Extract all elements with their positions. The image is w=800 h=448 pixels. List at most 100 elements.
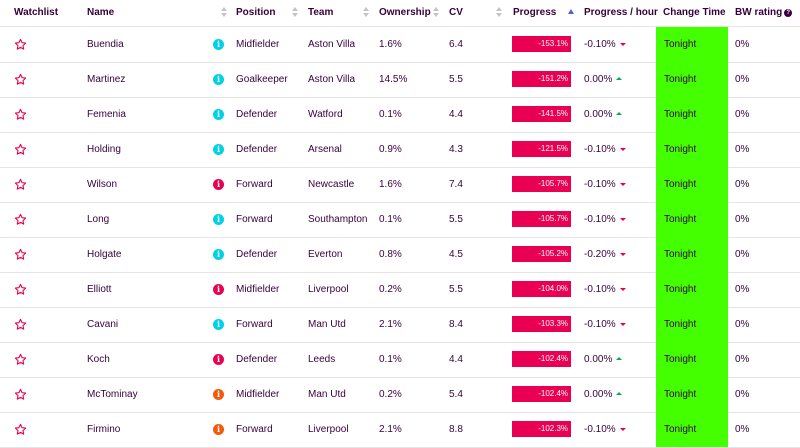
player-name[interactable]: Elliott: [87, 284, 112, 295]
header-change-time[interactable]: Change Time: [663, 7, 726, 18]
star-icon[interactable]: [14, 248, 27, 261]
player-name[interactable]: Cavani: [87, 319, 119, 330]
trend-down-icon: [619, 428, 626, 431]
trend-down-icon: [619, 218, 626, 221]
star-icon[interactable]: [14, 388, 27, 401]
sort-progress-active-icon[interactable]: [568, 9, 574, 14]
progress-bar: -102.4%: [512, 386, 571, 402]
player-team: Leeds: [308, 354, 336, 365]
table-row[interactable]: Cavani i Forward Man Utd 2.1% 8.4 -103.3% -0.10…: [0, 307, 800, 343]
player-name[interactable]: Buendia: [87, 39, 124, 50]
change-time: Tonight: [656, 202, 728, 237]
change-time: Tonight: [656, 167, 728, 202]
star-icon[interactable]: [14, 178, 27, 191]
info-icon[interactable]: i: [213, 74, 224, 85]
info-icon[interactable]: i: [213, 249, 224, 260]
sort-name-icon[interactable]: [221, 7, 227, 19]
info-icon[interactable]: i: [213, 39, 224, 50]
header-bw-rating[interactable]: BW rating?: [735, 0, 793, 26]
player-name[interactable]: Femenia: [87, 109, 126, 120]
player-name[interactable]: Wilson: [87, 179, 118, 190]
player-name[interactable]: Firmino: [87, 424, 121, 435]
info-icon[interactable]: i: [213, 214, 224, 225]
player-cv: 4.5: [449, 249, 463, 260]
progress-per-hour-value: -0.10%: [584, 424, 616, 435]
player-name[interactable]: Koch: [87, 354, 110, 365]
table-row[interactable]: Firmino i Forward Liverpool 2.1% 8.8 -102.3% -0…: [0, 412, 800, 448]
star-icon[interactable]: [14, 73, 27, 86]
sort-position-icon[interactable]: [292, 7, 298, 19]
player-name[interactable]: Holding: [87, 144, 121, 155]
header-cv[interactable]: CV: [449, 7, 463, 18]
player-position: Forward: [236, 214, 273, 225]
info-icon[interactable]: i: [213, 144, 224, 155]
star-icon[interactable]: [14, 353, 27, 366]
star-icon[interactable]: [14, 38, 27, 51]
bw-rating: 0%: [735, 109, 750, 120]
info-icon[interactable]: i: [213, 109, 224, 120]
info-icon[interactable]: i: [213, 319, 224, 330]
player-position: Forward: [236, 319, 273, 330]
player-name[interactable]: Holgate: [87, 249, 122, 260]
progress-per-hour: -0.10%: [584, 27, 626, 62]
table-row[interactable]: McTominay i Midfielder Man Utd 0.2% 5.4 -102.4…: [0, 377, 800, 413]
sort-cv-icon[interactable]: [496, 7, 502, 19]
info-icon[interactable]: i: [213, 389, 224, 400]
bw-rating: 0%: [735, 179, 750, 190]
table-row[interactable]: Holding i Defender Arsenal 0.9% 4.3 -121.5% -0.…: [0, 132, 800, 168]
player-ownership: 14.5%: [379, 74, 408, 85]
progress-per-hour-value: -0.10%: [584, 214, 616, 225]
table-row[interactable]: Elliott i Midfielder Liverpool 0.2% 5.5 -104.0…: [0, 272, 800, 308]
info-icon[interactable]: i: [213, 424, 224, 435]
trend-down-icon: [619, 183, 626, 186]
bw-rating: 0%: [735, 354, 750, 365]
progress-per-hour: -0.10%: [584, 272, 626, 307]
player-team: Liverpool: [308, 424, 349, 435]
table-row[interactable]: Koch i Defender Leeds 0.1% 4.4 -102.4% 0.00% Ton…: [0, 342, 800, 378]
progress-bar: -105.7%: [512, 211, 571, 227]
header-progress-hour[interactable]: Progress / hour: [584, 7, 658, 18]
table-row[interactable]: Martinez i Goalkeeper Aston Villa 14.5% 5.5 -1…: [0, 62, 800, 98]
change-time: Tonight: [656, 62, 728, 97]
player-name[interactable]: Long: [87, 214, 110, 225]
player-ownership: 0.1%: [379, 109, 402, 120]
table-row[interactable]: Long i Forward Southampton 0.1% 5.5 -105.7% -0.…: [0, 202, 800, 238]
header-team[interactable]: Team: [308, 7, 334, 18]
help-icon[interactable]: ?: [784, 9, 793, 17]
table-row[interactable]: Holgate i Defender Everton 0.8% 4.5 -105.2% -0.…: [0, 237, 800, 273]
trend-up-icon: [616, 392, 623, 395]
info-icon[interactable]: i: [213, 179, 224, 190]
player-position: Goalkeeper: [236, 74, 288, 85]
header-watchlist[interactable]: Watchlist: [14, 7, 59, 18]
header-position[interactable]: Position: [236, 7, 276, 18]
star-icon[interactable]: [14, 318, 27, 331]
bw-rating: 0%: [735, 389, 750, 400]
change-time: Tonight: [656, 272, 728, 307]
header-progress[interactable]: Progress: [513, 7, 557, 18]
header-ownership[interactable]: Ownership: [379, 7, 431, 18]
player-cv: 8.4: [449, 319, 463, 330]
info-icon[interactable]: i: [213, 354, 224, 365]
star-icon[interactable]: [14, 213, 27, 226]
star-icon[interactable]: [14, 423, 27, 436]
sort-ownership-icon[interactable]: [433, 7, 439, 19]
player-team: Man Utd: [308, 319, 346, 330]
star-icon[interactable]: [14, 283, 27, 296]
sort-team-icon[interactable]: [363, 7, 369, 19]
trend-up-icon: [616, 357, 623, 360]
player-name[interactable]: Martinez: [87, 74, 126, 85]
progress-per-hour-value: 0.00%: [584, 354, 613, 365]
trend-up-icon: [616, 77, 623, 80]
header-name[interactable]: Name: [87, 7, 115, 18]
star-icon[interactable]: [14, 143, 27, 156]
table-row[interactable]: Femenia i Defender Watford 0.1% 4.4 -141.5% 0.0…: [0, 97, 800, 133]
player-name[interactable]: McTominay: [87, 389, 138, 400]
progress-per-hour-value: 0.00%: [584, 109, 613, 120]
progress-bar: -102.3%: [512, 421, 571, 437]
change-time: Tonight: [656, 342, 728, 377]
table-row[interactable]: Wilson i Forward Newcastle 1.6% 7.4 -105.7% -0.…: [0, 167, 800, 203]
star-icon[interactable]: [14, 108, 27, 121]
change-time: Tonight: [656, 132, 728, 167]
info-icon[interactable]: i: [213, 284, 224, 295]
table-row[interactable]: Buendia i Midfielder Aston Villa 1.6% 6.4 -153…: [0, 27, 800, 63]
